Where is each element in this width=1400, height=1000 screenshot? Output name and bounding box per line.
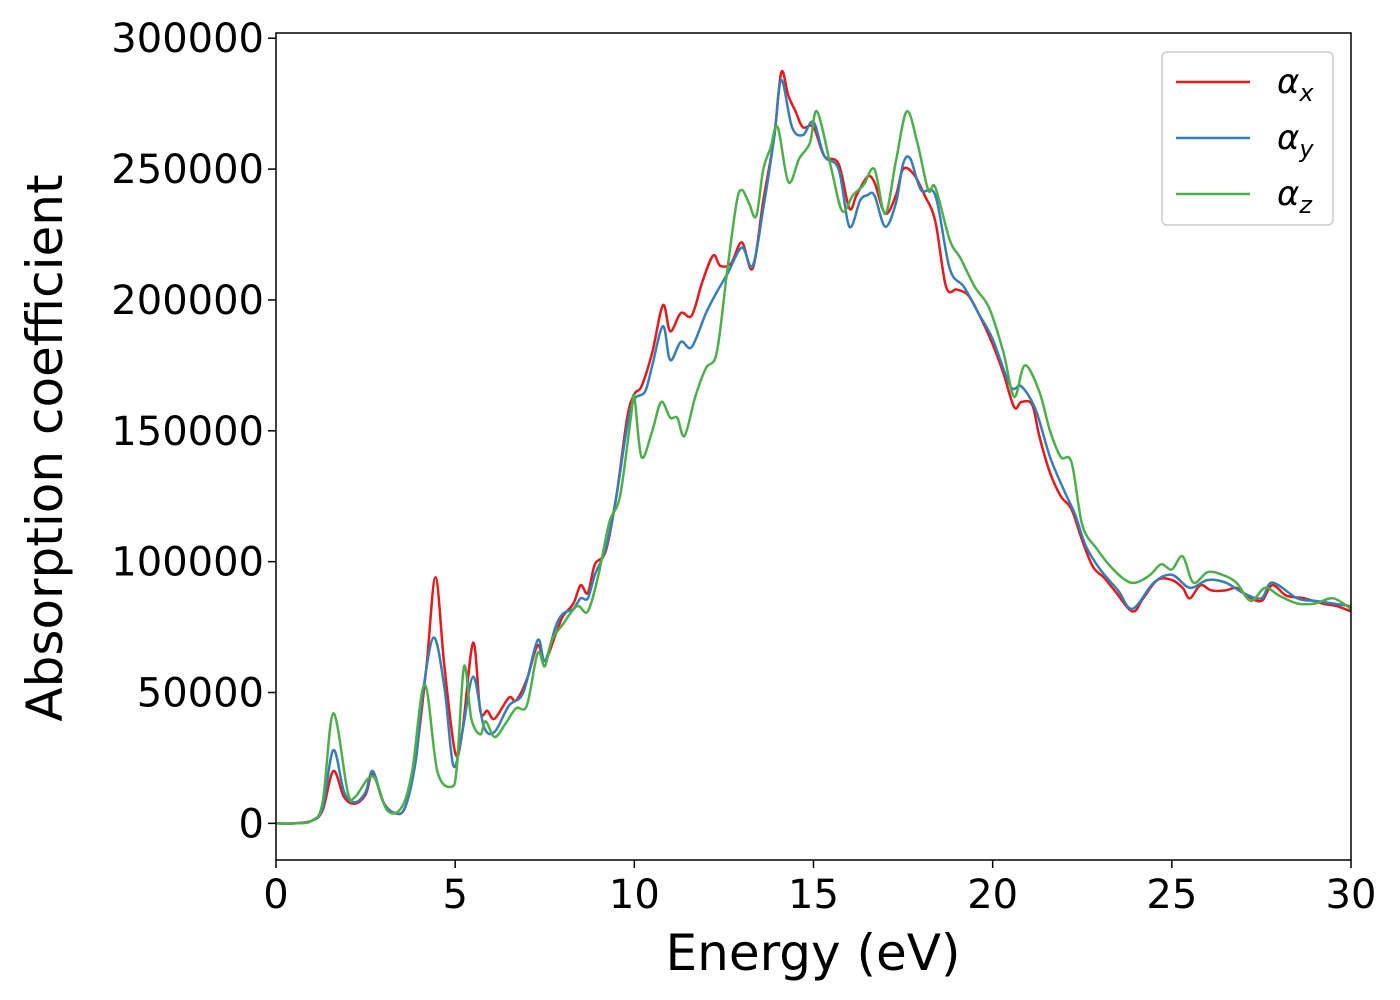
x-tick-label: 10 — [609, 872, 660, 918]
legend: αx αy αz — [1161, 51, 1334, 226]
x-tick-label: 0 — [263, 872, 288, 918]
y-tick-label: 250000 — [111, 147, 264, 193]
legend-label: αy — [1277, 118, 1314, 163]
x-tick-label: 20 — [967, 872, 1018, 918]
legend-label: αx — [1277, 62, 1314, 107]
x-tick-label: 30 — [1326, 872, 1377, 918]
series-lines — [275, 69, 1352, 825]
x-tick-label: 5 — [442, 872, 467, 918]
y-axis-ticks: 0 50000 100000 150000 200000 250000 300000 — [111, 16, 276, 847]
x-axis-label: Energy (eV) — [666, 924, 961, 982]
series-line-αy — [275, 78, 1352, 825]
y-tick-label: 150000 — [111, 409, 264, 455]
series-line-αz — [275, 110, 1352, 825]
x-tick-label: 15 — [788, 872, 839, 918]
y-tick-label: 0 — [239, 801, 264, 847]
x-axis-ticks: 0 5 10 15 20 25 30 — [263, 860, 1376, 918]
legend-label: αz — [1277, 174, 1313, 219]
y-tick-label: 50000 — [137, 671, 264, 717]
y-axis-label: Absorption coefficient — [16, 174, 74, 721]
x-tick-label: 25 — [1146, 872, 1197, 918]
y-tick-label: 200000 — [111, 278, 264, 324]
y-tick-label: 300000 — [111, 16, 264, 62]
y-tick-label: 100000 — [111, 540, 264, 586]
